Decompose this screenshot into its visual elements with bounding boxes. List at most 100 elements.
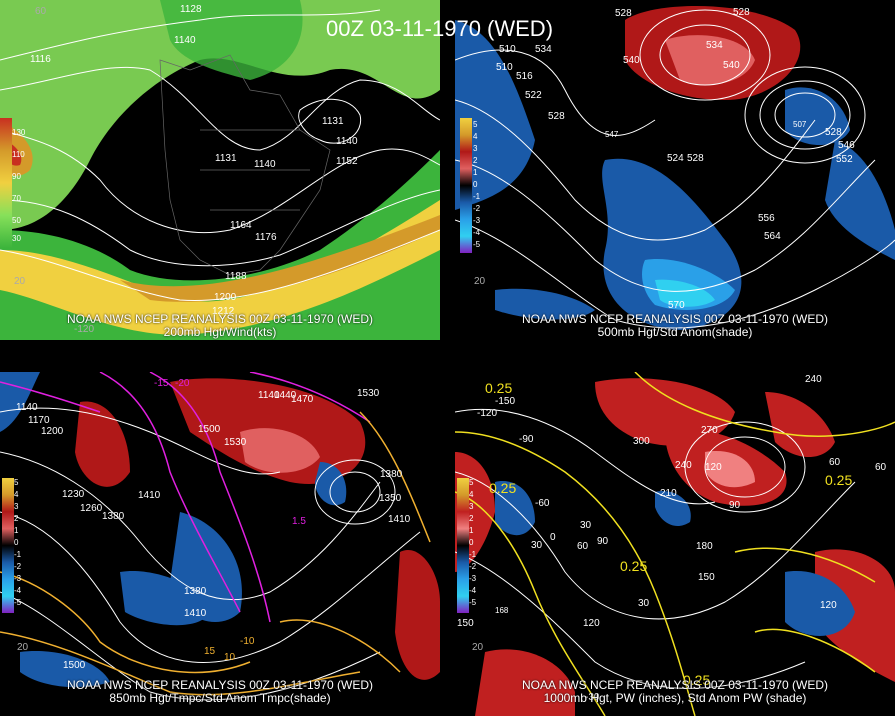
lon-label: 20	[17, 642, 29, 653]
contour-label: 0.25	[825, 472, 853, 488]
contour-label: 1530	[224, 437, 247, 448]
contour-label: 0.25	[620, 558, 648, 574]
contour-label: 1131	[215, 153, 237, 164]
colorbar-label: 1	[473, 168, 478, 177]
colorbar-label: 3	[469, 502, 474, 511]
contour-label: 90	[597, 536, 609, 547]
contour-label: 507	[793, 120, 807, 129]
contour-label: 60	[577, 541, 589, 552]
colorbar-label: 1	[469, 526, 474, 535]
colorbar-label: -1	[469, 550, 477, 559]
contour-label: 0	[550, 532, 556, 543]
colorbar-label: 50	[12, 216, 21, 225]
contour-label: 150	[698, 572, 715, 583]
contour-label: 522	[525, 90, 542, 101]
colorbar-label: 3	[473, 144, 478, 153]
map-850mb	[0, 372, 440, 716]
colorbar-500mb	[460, 118, 472, 253]
map-200mb	[0, 0, 440, 340]
colorbar-label: -5	[14, 598, 22, 607]
contour-label: 1131	[322, 116, 344, 127]
contour-label: 168	[495, 606, 509, 615]
contour-label: 0.25	[485, 380, 513, 396]
contour-label: 528	[687, 153, 704, 164]
contour-label: 1140	[258, 390, 280, 401]
contour-label: 1140	[174, 35, 196, 46]
contour-label: 524	[667, 153, 684, 164]
contour-label: 552	[836, 154, 853, 165]
contour-label: 570	[668, 300, 685, 311]
colorbar-label: -5	[469, 598, 477, 607]
contour-label: 1260	[80, 503, 103, 514]
colorbar-label: 2	[469, 514, 474, 523]
contour-label: 210	[660, 488, 677, 499]
contour-label: 1440	[274, 390, 297, 401]
colorbar-label: 70	[12, 194, 21, 203]
colorbar-label: -2	[473, 204, 481, 213]
contour-label: 564	[764, 231, 781, 242]
colorbar-label: -2	[469, 562, 477, 571]
contour-label: 1500	[63, 660, 86, 671]
colorbar-200mb	[0, 118, 12, 248]
contour-label: 1410	[184, 608, 207, 619]
colorbar-label: -4	[14, 586, 22, 595]
contour-label: 547	[605, 130, 619, 139]
contour-label: -20	[175, 378, 190, 389]
contour-label: 1200	[41, 426, 64, 437]
caption-field: 1000mb Hgt, PW (inches), Std Anom PW (sh…	[543, 691, 807, 705]
colorbar-label: 0	[14, 538, 19, 547]
colorbar-label: 0	[469, 538, 474, 547]
contour-label: 528	[548, 111, 565, 122]
contour-label: 528	[615, 8, 632, 19]
colorbar-label: 2	[473, 156, 478, 165]
panel-200mb: 1128 1140 1116 1131 1140 1152 1140 1164 …	[0, 0, 440, 340]
contour-label: 1380	[380, 469, 403, 480]
colorbar-pw	[457, 478, 469, 613]
colorbar-label: -3	[469, 574, 477, 583]
contour-label: 534	[535, 44, 552, 55]
colorbar-label: 90	[12, 172, 21, 181]
panel-500mb: 528 528 534 510 516 540 522 528 534 540 …	[455, 0, 895, 340]
contour-label: 150	[457, 618, 474, 629]
contour-label: 534	[706, 40, 723, 51]
map-500mb	[455, 0, 895, 340]
contour-label: 510	[496, 62, 513, 73]
contour-label: 1140	[16, 402, 38, 413]
contour-label: 1116	[30, 54, 51, 65]
colorbar-label: 5	[469, 478, 474, 487]
contour-label: 10	[224, 652, 236, 663]
contour-label: 90	[729, 500, 741, 511]
colorbar-label: 2	[14, 514, 19, 523]
contour-label: 0.25	[683, 672, 711, 688]
colorbar-label: -4	[473, 228, 481, 237]
contour-label: -120	[477, 408, 498, 419]
contour-label: 1.5	[292, 516, 306, 527]
panel-850mb: 1140 1170 1200 1230 1260 1380 1410 1500 …	[0, 372, 440, 716]
contour-label: 1410	[138, 490, 161, 501]
contour-label: 546	[838, 140, 855, 151]
contour-label: 120	[705, 462, 722, 473]
contour-label: -60	[535, 498, 550, 509]
contour-label: 270	[701, 425, 718, 436]
map-1000mb-pw	[455, 372, 895, 716]
contour-label: 1380	[184, 586, 207, 597]
contour-label: 1230	[62, 489, 85, 500]
colorbar-label: 5	[14, 478, 19, 487]
contour-label: 1164	[230, 220, 252, 231]
colorbar-label: 4	[473, 132, 478, 141]
colorbar-label: 3	[14, 502, 19, 511]
colorbar-label: -1	[14, 550, 22, 559]
contour-label: 556	[758, 213, 775, 224]
lon-label: 20	[14, 276, 26, 287]
colorbar-label: 30	[12, 234, 21, 243]
colorbar-label: -5	[473, 240, 481, 249]
contour-label: 540	[723, 60, 740, 71]
contour-label: 1170	[28, 415, 50, 426]
contour-label: 1200	[214, 292, 237, 303]
contour-label: -10	[240, 636, 255, 647]
contour-label: 1350	[379, 493, 402, 504]
contour-label: 528	[825, 127, 842, 138]
contour-label: 60	[829, 457, 841, 468]
colorbar-label: 0	[473, 180, 478, 189]
contour-label: 1212	[212, 306, 235, 317]
